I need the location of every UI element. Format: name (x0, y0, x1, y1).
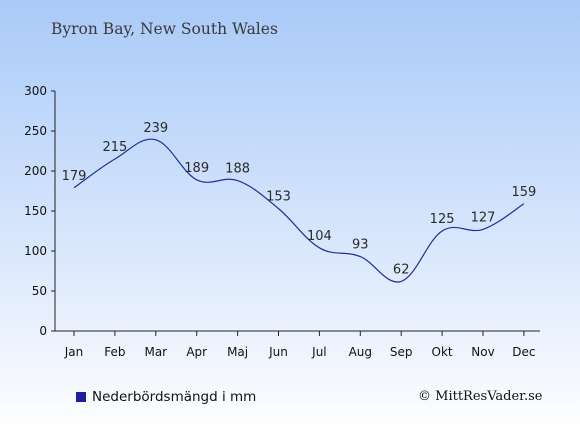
data-label: 159 (511, 185, 536, 200)
legend-swatch (76, 392, 86, 402)
x-tick-label: Feb (104, 345, 125, 359)
series-line-rainfall (73, 138, 525, 283)
x-tick-label: Dec (512, 345, 535, 359)
y-tick-label: 200 (24, 164, 47, 178)
x-tick-label: Nov (471, 345, 494, 359)
legend-label: Nederbördsmängd i mm (92, 389, 257, 405)
tick-labels: 0 50 100 150 200 250 300 Jan Feb Mar Apr Maj Jun Jul A… (24, 84, 535, 359)
x-tick-label: Sep (390, 345, 413, 359)
x-tick-label: Mar (144, 345, 167, 359)
data-label: 179 (62, 169, 87, 184)
data-label: 62 (393, 262, 410, 277)
legend: Nederbördsmängd i mm (76, 389, 256, 405)
x-tick-label: Okt (432, 345, 453, 359)
axes (51, 90, 540, 336)
data-label: 127 (471, 210, 496, 225)
y-tick-label: 300 (24, 84, 47, 98)
y-tick-label: 150 (24, 204, 47, 218)
data-label: 215 (102, 140, 127, 155)
x-tick-label: Jan (64, 345, 84, 359)
y-tick-label: 50 (32, 284, 47, 298)
data-label: 153 (266, 190, 291, 205)
y-tick-label: 100 (24, 244, 47, 258)
chart-title: Byron Bay, New South Wales (51, 20, 278, 38)
y-tick-label: 250 (24, 124, 47, 138)
data-labels: 179 215 239 189 188 153 104 93 62 125 127 159 (62, 121, 537, 278)
data-label: 125 (430, 212, 455, 227)
data-label: 239 (143, 121, 168, 136)
y-tick-label: 0 (39, 324, 47, 338)
x-tick-label: Maj (227, 345, 248, 359)
x-tick-label: Aug (349, 345, 372, 359)
x-tick-label: Jul (311, 345, 326, 359)
x-tick-label: Apr (186, 345, 207, 359)
x-tick-label: Jun (268, 345, 288, 359)
copyright-text: © MittResVader.se (418, 389, 543, 404)
data-label: 188 (225, 162, 250, 177)
data-label: 104 (307, 229, 332, 244)
data-label: 93 (352, 238, 369, 253)
data-label: 189 (184, 161, 209, 176)
